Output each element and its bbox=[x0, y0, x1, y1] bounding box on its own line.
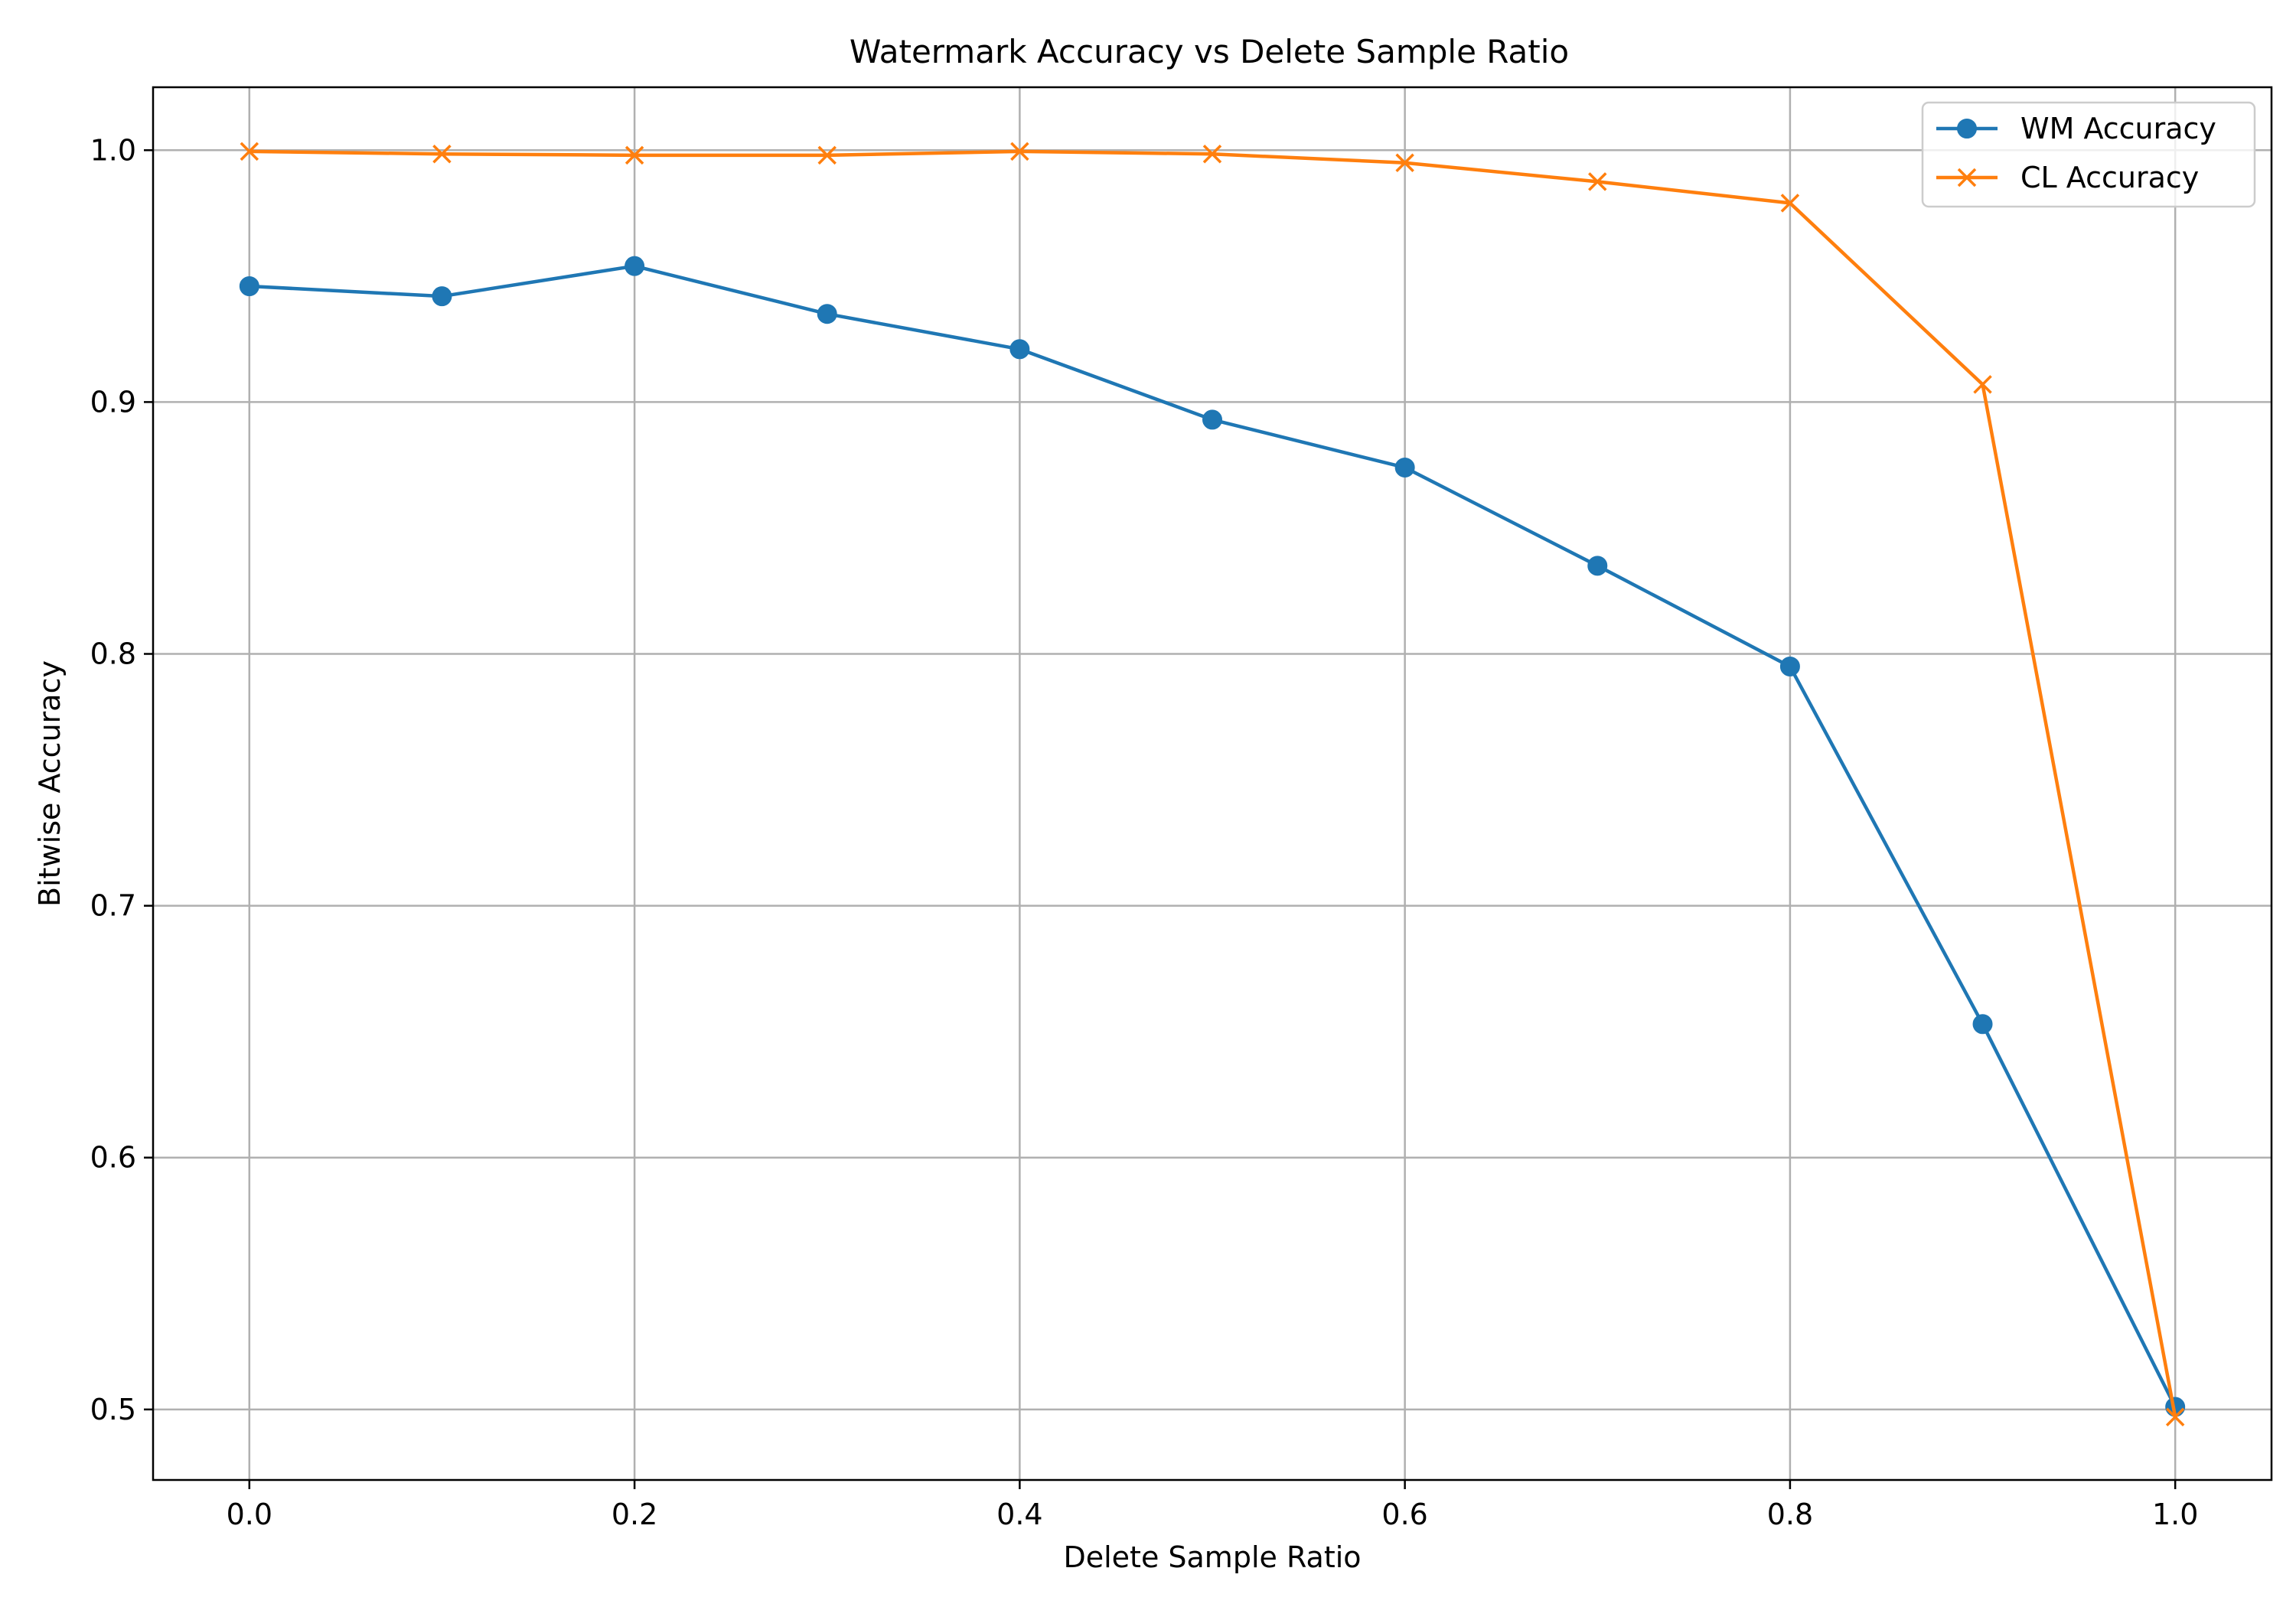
axes-frame bbox=[152, 86, 2273, 1482]
wm-accuracy-point bbox=[1779, 656, 1800, 676]
wm-accuracy-point bbox=[1394, 457, 1415, 478]
series-layer bbox=[239, 142, 2186, 1426]
cl-accuracy-point bbox=[1395, 153, 1414, 172]
cl-accuracy-point bbox=[432, 144, 452, 164]
x-axis-label: Delete Sample Ratio bbox=[1063, 1540, 1361, 1574]
legend-label: CL Accuracy bbox=[2020, 161, 2199, 194]
y-axis-label: Bitwise Accuracy bbox=[33, 660, 67, 907]
cl-accuracy-point bbox=[1010, 142, 1029, 161]
x-tick-label: 0.8 bbox=[1767, 1498, 1813, 1531]
wm-accuracy-point bbox=[1587, 556, 1608, 576]
wm-accuracy-point bbox=[1972, 1014, 1993, 1035]
cl-accuracy-point bbox=[240, 142, 259, 161]
y-tick-label: 0.5 bbox=[90, 1393, 136, 1426]
y-tick-label: 0.9 bbox=[90, 385, 136, 419]
x-tick-label: 0.4 bbox=[996, 1498, 1042, 1531]
y-tick-label: 0.6 bbox=[90, 1141, 136, 1175]
x-tick-label: 1.0 bbox=[2152, 1498, 2198, 1531]
legend-box bbox=[1921, 101, 2256, 208]
x-tick-label: 0.0 bbox=[227, 1498, 272, 1531]
cl-accuracy-point bbox=[1202, 144, 1222, 164]
wm-accuracy-point bbox=[1202, 409, 1222, 430]
wm-accuracy-line bbox=[249, 264, 2177, 1408]
y-tick-label: 0.7 bbox=[90, 889, 136, 923]
y-tick-label: 1.0 bbox=[90, 133, 136, 167]
wm-accuracy-point bbox=[817, 304, 837, 324]
cl-accuracy-point bbox=[1973, 375, 1992, 394]
wm-accuracy-point bbox=[239, 276, 259, 296]
legend: WM Accuracy CL Accuracy bbox=[1921, 101, 2256, 208]
legend-item-cl-accuracy: CL Accuracy bbox=[1936, 161, 2199, 194]
cl-accuracy-series bbox=[240, 142, 2185, 1426]
cl-accuracy-point bbox=[2165, 1407, 2185, 1426]
chart-title: Watermark Accuracy vs Delete Sample Rati… bbox=[850, 33, 1569, 70]
legend-item-wm-accuracy: WM Accuracy bbox=[1936, 112, 2216, 145]
legend-label: WM Accuracy bbox=[2020, 112, 2216, 145]
legend-swatch-marker bbox=[1957, 119, 1977, 139]
tick-layer: 0.0 0.2 0.4 0.6 0.8 1.0 0.5 0.6 0.7 0.8 0.9 1.0 bbox=[90, 133, 2199, 1531]
x-tick-label: 0.2 bbox=[612, 1498, 657, 1531]
cl-accuracy-point bbox=[817, 145, 837, 165]
cl-accuracy-line bbox=[249, 149, 2177, 1418]
cl-accuracy-point bbox=[625, 145, 644, 165]
wm-accuracy-series bbox=[239, 256, 2186, 1417]
y-tick-label: 0.8 bbox=[90, 637, 136, 671]
x-tick-label: 0.6 bbox=[1381, 1498, 1427, 1531]
grid-layer bbox=[153, 87, 2272, 1480]
cl-accuracy-point bbox=[1780, 194, 1800, 213]
wm-accuracy-point bbox=[625, 256, 645, 276]
legend-swatch-marker bbox=[1957, 168, 1977, 187]
cl-accuracy-point bbox=[1588, 172, 1607, 191]
wm-accuracy-point bbox=[432, 286, 452, 307]
wm-accuracy-point bbox=[1009, 339, 1030, 360]
